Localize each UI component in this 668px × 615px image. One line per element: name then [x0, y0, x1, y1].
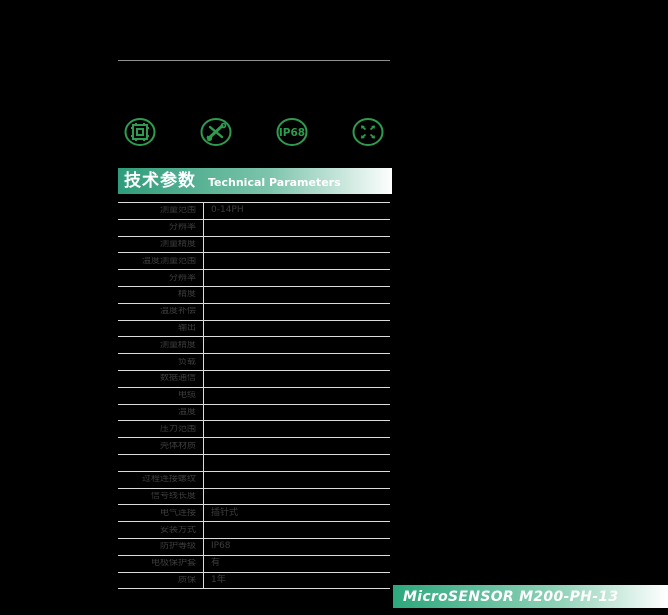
ip68-icon: IP68 — [274, 116, 310, 148]
spec-value: IP68 — [203, 538, 390, 555]
spec-label: 测量精度 — [159, 340, 196, 350]
table-row: 过程连接螺纹 — [118, 470, 390, 488]
spec-label: 分辨率 — [168, 223, 196, 233]
section-header: 技术参数 Technical Parameters — [118, 168, 392, 194]
spec-value — [203, 404, 390, 421]
table-row: 信号线长度 — [118, 487, 390, 505]
product-model-badge: MicroSENSOR M200-PH-13 — [393, 585, 668, 608]
spec-value — [203, 488, 390, 505]
table-row — [118, 453, 390, 471]
table-row: 壳体材质 — [118, 437, 390, 454]
table-row: 分辨率 — [118, 218, 390, 236]
spec-value — [203, 286, 390, 303]
spec-label: 温度测量范围 — [141, 256, 196, 266]
table-row: 质保 1年 — [118, 571, 390, 589]
spec-value — [203, 303, 390, 320]
section-title-zh: 技术参数 — [124, 170, 196, 191]
table-row: 电极保护套 有 — [118, 554, 390, 572]
spec-value — [203, 387, 390, 404]
spec-label: 电极保护套 — [150, 559, 196, 569]
table-row: 压力范围 — [118, 420, 390, 438]
ip68-icon-label: IP68 — [279, 127, 305, 139]
spec-label: 温度补偿 — [159, 307, 196, 317]
spec-label: 测量范围 — [159, 206, 196, 216]
table-row: 温度 — [118, 403, 390, 421]
spec-label: 精度 — [177, 290, 196, 300]
spec-label: 防护等级 — [159, 542, 196, 552]
spec-value — [203, 253, 390, 270]
spec-value: 1年 — [203, 572, 390, 589]
spec-value — [203, 522, 390, 538]
table-row: 温度测量范围 — [118, 252, 390, 270]
table-row: 测量范围 0-14PH — [118, 202, 390, 219]
spec-label: 电气连接 — [159, 508, 196, 518]
spec-value — [203, 219, 390, 236]
table-row: 分辨率 — [118, 269, 390, 286]
spec-label: 安装方式 — [159, 525, 196, 535]
spec-value: 有 — [203, 555, 390, 572]
table-row: 安装方式 — [118, 521, 390, 538]
tools-icon — [198, 116, 234, 148]
spec-table: 测量范围 0-14PH 分辨率 测量精度 温度测量范围 分辨率 精度 温度补偿 — [118, 202, 390, 590]
feature-icon-row: IP68 — [118, 116, 390, 150]
table-row: 输出 — [118, 319, 390, 337]
table-row: 电气连接 插针式 — [118, 504, 390, 522]
section-title-en: Technical Parameters — [208, 175, 341, 189]
chip-icon — [122, 116, 158, 148]
table-row: 防护等级 IP68 — [118, 537, 390, 555]
table-row: 数据通信 — [118, 369, 390, 387]
spec-label: 分辨率 — [168, 273, 196, 283]
spec-value: 插针式 — [203, 505, 390, 522]
spec-value — [203, 438, 390, 454]
table-row: 精度 — [118, 285, 390, 303]
spec-value — [203, 270, 390, 286]
spec-value — [203, 236, 390, 253]
spec-label: 负载 — [177, 357, 196, 367]
spec-value — [203, 320, 390, 337]
spec-label: 测量精度 — [159, 239, 196, 249]
top-divider-line — [118, 60, 390, 61]
spec-label: 电缆 — [177, 391, 196, 401]
spec-label: 过程连接螺纹 — [141, 475, 196, 485]
spec-value — [203, 354, 390, 370]
spec-value — [203, 337, 390, 354]
spec-label: 壳体材质 — [159, 441, 196, 451]
table-row: 负载 — [118, 353, 390, 370]
spec-value: 0-14PH — [203, 203, 390, 219]
spec-value — [203, 370, 390, 387]
spec-value — [203, 471, 390, 488]
spec-label: 质保 — [177, 575, 196, 585]
spec-value — [203, 421, 390, 438]
product-model-label: MicroSENSOR M200-PH-13 — [403, 588, 619, 605]
expand-arrows-icon — [350, 116, 386, 148]
spec-value — [203, 454, 390, 471]
spec-label: 压力范围 — [159, 424, 196, 434]
spec-label: 信号线长度 — [150, 491, 196, 501]
table-row: 电缆 — [118, 386, 390, 404]
table-row: 测量精度 — [118, 235, 390, 253]
spec-label: 温度 — [177, 407, 196, 417]
table-row: 温度补偿 — [118, 302, 390, 320]
spec-label: 数据通信 — [159, 374, 196, 384]
table-row: 测量精度 — [118, 336, 390, 354]
spec-label: 输出 — [177, 323, 196, 333]
